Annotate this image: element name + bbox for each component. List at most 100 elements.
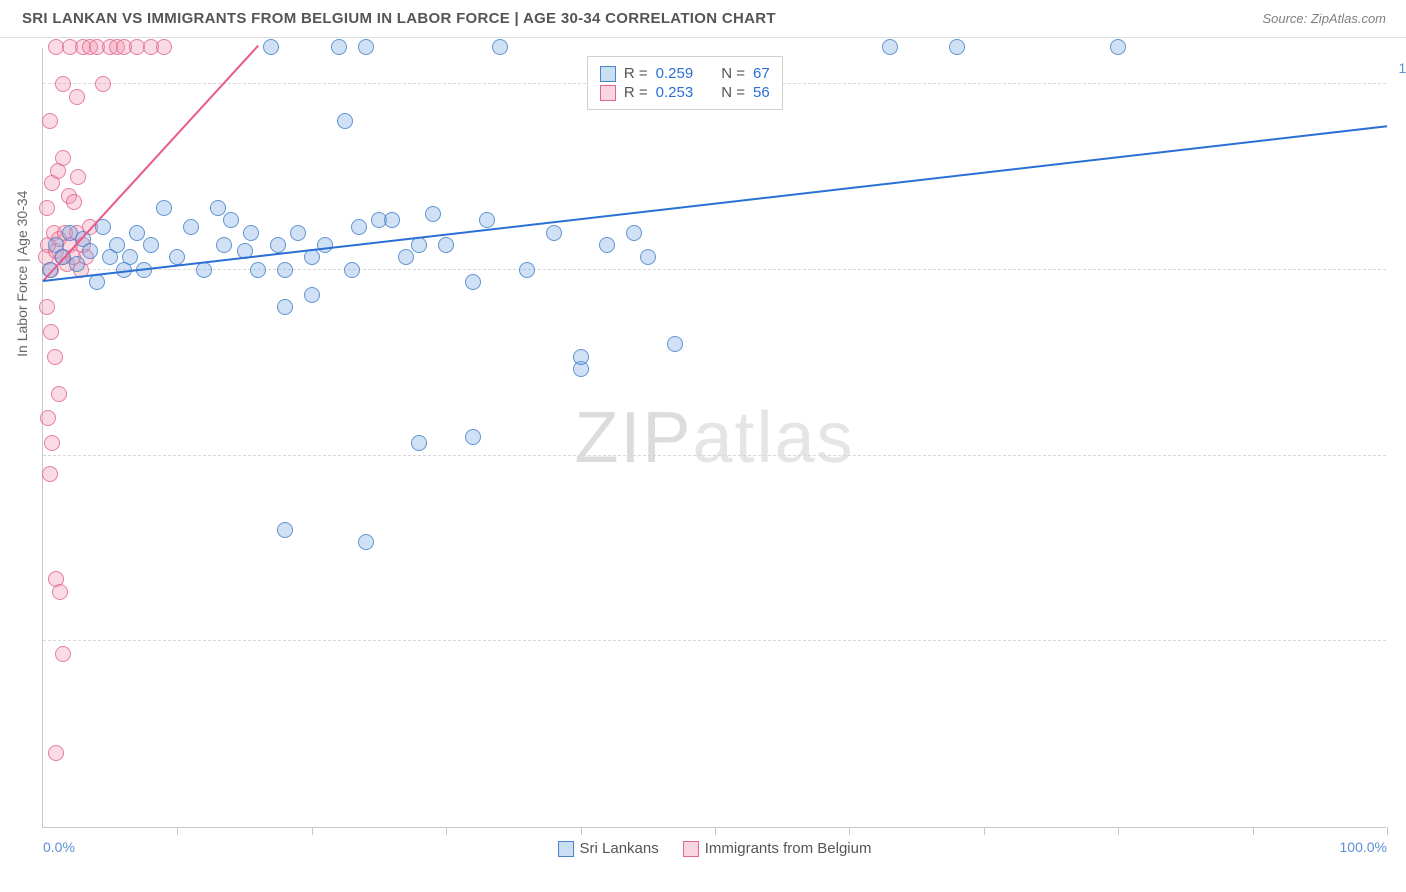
x-tick	[984, 827, 985, 835]
stat-value: 0.253	[656, 84, 694, 101]
data-point	[465, 429, 481, 445]
data-point	[277, 522, 293, 538]
data-point	[196, 262, 212, 278]
stat-value: 0.259	[656, 65, 694, 82]
data-point	[223, 212, 239, 228]
data-point	[52, 584, 68, 600]
gridline	[43, 640, 1386, 641]
data-point	[398, 249, 414, 265]
data-point	[156, 39, 172, 55]
data-point	[263, 39, 279, 55]
data-point	[55, 76, 71, 92]
data-point	[70, 169, 86, 185]
x-tick	[312, 827, 313, 835]
data-point	[39, 200, 55, 216]
data-point	[277, 299, 293, 315]
stat-label: N =	[721, 84, 745, 101]
data-point	[411, 237, 427, 253]
data-point	[358, 39, 374, 55]
x-tick	[715, 827, 716, 835]
x-tick	[1253, 827, 1254, 835]
data-point	[270, 237, 286, 253]
data-point	[573, 349, 589, 365]
data-point	[351, 219, 367, 235]
data-point	[183, 219, 199, 235]
data-point	[250, 262, 266, 278]
legend-swatch	[683, 841, 699, 857]
stat-value: 56	[753, 84, 770, 101]
source-attribution: Source: ZipAtlas.com	[1262, 11, 1386, 26]
data-point	[277, 262, 293, 278]
data-point	[43, 324, 59, 340]
chart-title: SRI LANKAN VS IMMIGRANTS FROM BELGIUM IN…	[22, 10, 776, 27]
y-axis-label: In Labor Force | Age 30-34	[14, 191, 30, 357]
data-point	[143, 237, 159, 253]
x-tick	[1387, 827, 1388, 835]
data-point	[122, 249, 138, 265]
data-point	[304, 287, 320, 303]
data-point	[210, 200, 226, 216]
stat-label: N =	[721, 65, 745, 82]
legend-swatch	[600, 85, 616, 101]
data-point	[40, 410, 56, 426]
data-point	[337, 113, 353, 129]
stats-box: R =0.259N =67R =0.253N =56	[587, 56, 783, 110]
data-point	[290, 225, 306, 241]
data-point	[519, 262, 535, 278]
data-point	[69, 89, 85, 105]
data-point	[344, 262, 360, 278]
trend-line	[43, 125, 1387, 282]
legend-swatch	[558, 841, 574, 857]
data-point	[411, 435, 427, 451]
data-point	[55, 150, 71, 166]
x-tick	[177, 827, 178, 835]
data-point	[331, 39, 347, 55]
data-point	[479, 212, 495, 228]
data-point	[129, 225, 145, 241]
stats-row: R = 0.253 N = 56	[600, 84, 770, 101]
data-point	[492, 39, 508, 55]
legend-swatch	[600, 66, 616, 82]
stat-label: R =	[624, 84, 648, 101]
data-point	[546, 225, 562, 241]
data-point	[89, 274, 105, 290]
data-point	[626, 225, 642, 241]
data-point	[47, 349, 63, 365]
x-tick	[581, 827, 582, 835]
y-tick-label: 55.0%	[1391, 617, 1406, 633]
data-point	[640, 249, 656, 265]
y-tick-label: 70.0%	[1391, 432, 1406, 448]
data-point	[949, 39, 965, 55]
data-point	[44, 435, 60, 451]
x-tick	[446, 827, 447, 835]
data-point	[425, 206, 441, 222]
x-tick-label: 100.0%	[1340, 839, 1387, 855]
stats-row: R =0.259N =67	[600, 65, 770, 82]
data-point	[358, 534, 374, 550]
gridline	[43, 269, 1386, 270]
x-tick	[1118, 827, 1119, 835]
x-tick	[849, 827, 850, 835]
data-point	[317, 237, 333, 253]
legend-label: Sri Lankans	[580, 840, 659, 857]
data-point	[39, 299, 55, 315]
data-point	[66, 194, 82, 210]
stat-label: R =	[624, 65, 648, 82]
data-point	[243, 225, 259, 241]
data-point	[304, 249, 320, 265]
data-point	[51, 386, 67, 402]
scatter-chart: ZIPatlas 55.0%70.0%85.0%100.0%0.0%100.0%…	[42, 48, 1386, 828]
data-point	[109, 237, 125, 253]
data-point	[55, 646, 71, 662]
legend-label: Immigrants from Belgium	[705, 840, 872, 857]
data-point	[384, 212, 400, 228]
y-tick-label: 100.0%	[1391, 60, 1406, 76]
data-point	[69, 256, 85, 272]
title-bar: SRI LANKAN VS IMMIGRANTS FROM BELGIUM IN…	[0, 0, 1406, 38]
legend-item: Sri Lankans	[558, 840, 659, 857]
x-tick-label: 0.0%	[43, 839, 75, 855]
data-point	[465, 274, 481, 290]
data-point	[216, 237, 232, 253]
data-point	[95, 76, 111, 92]
data-point	[599, 237, 615, 253]
